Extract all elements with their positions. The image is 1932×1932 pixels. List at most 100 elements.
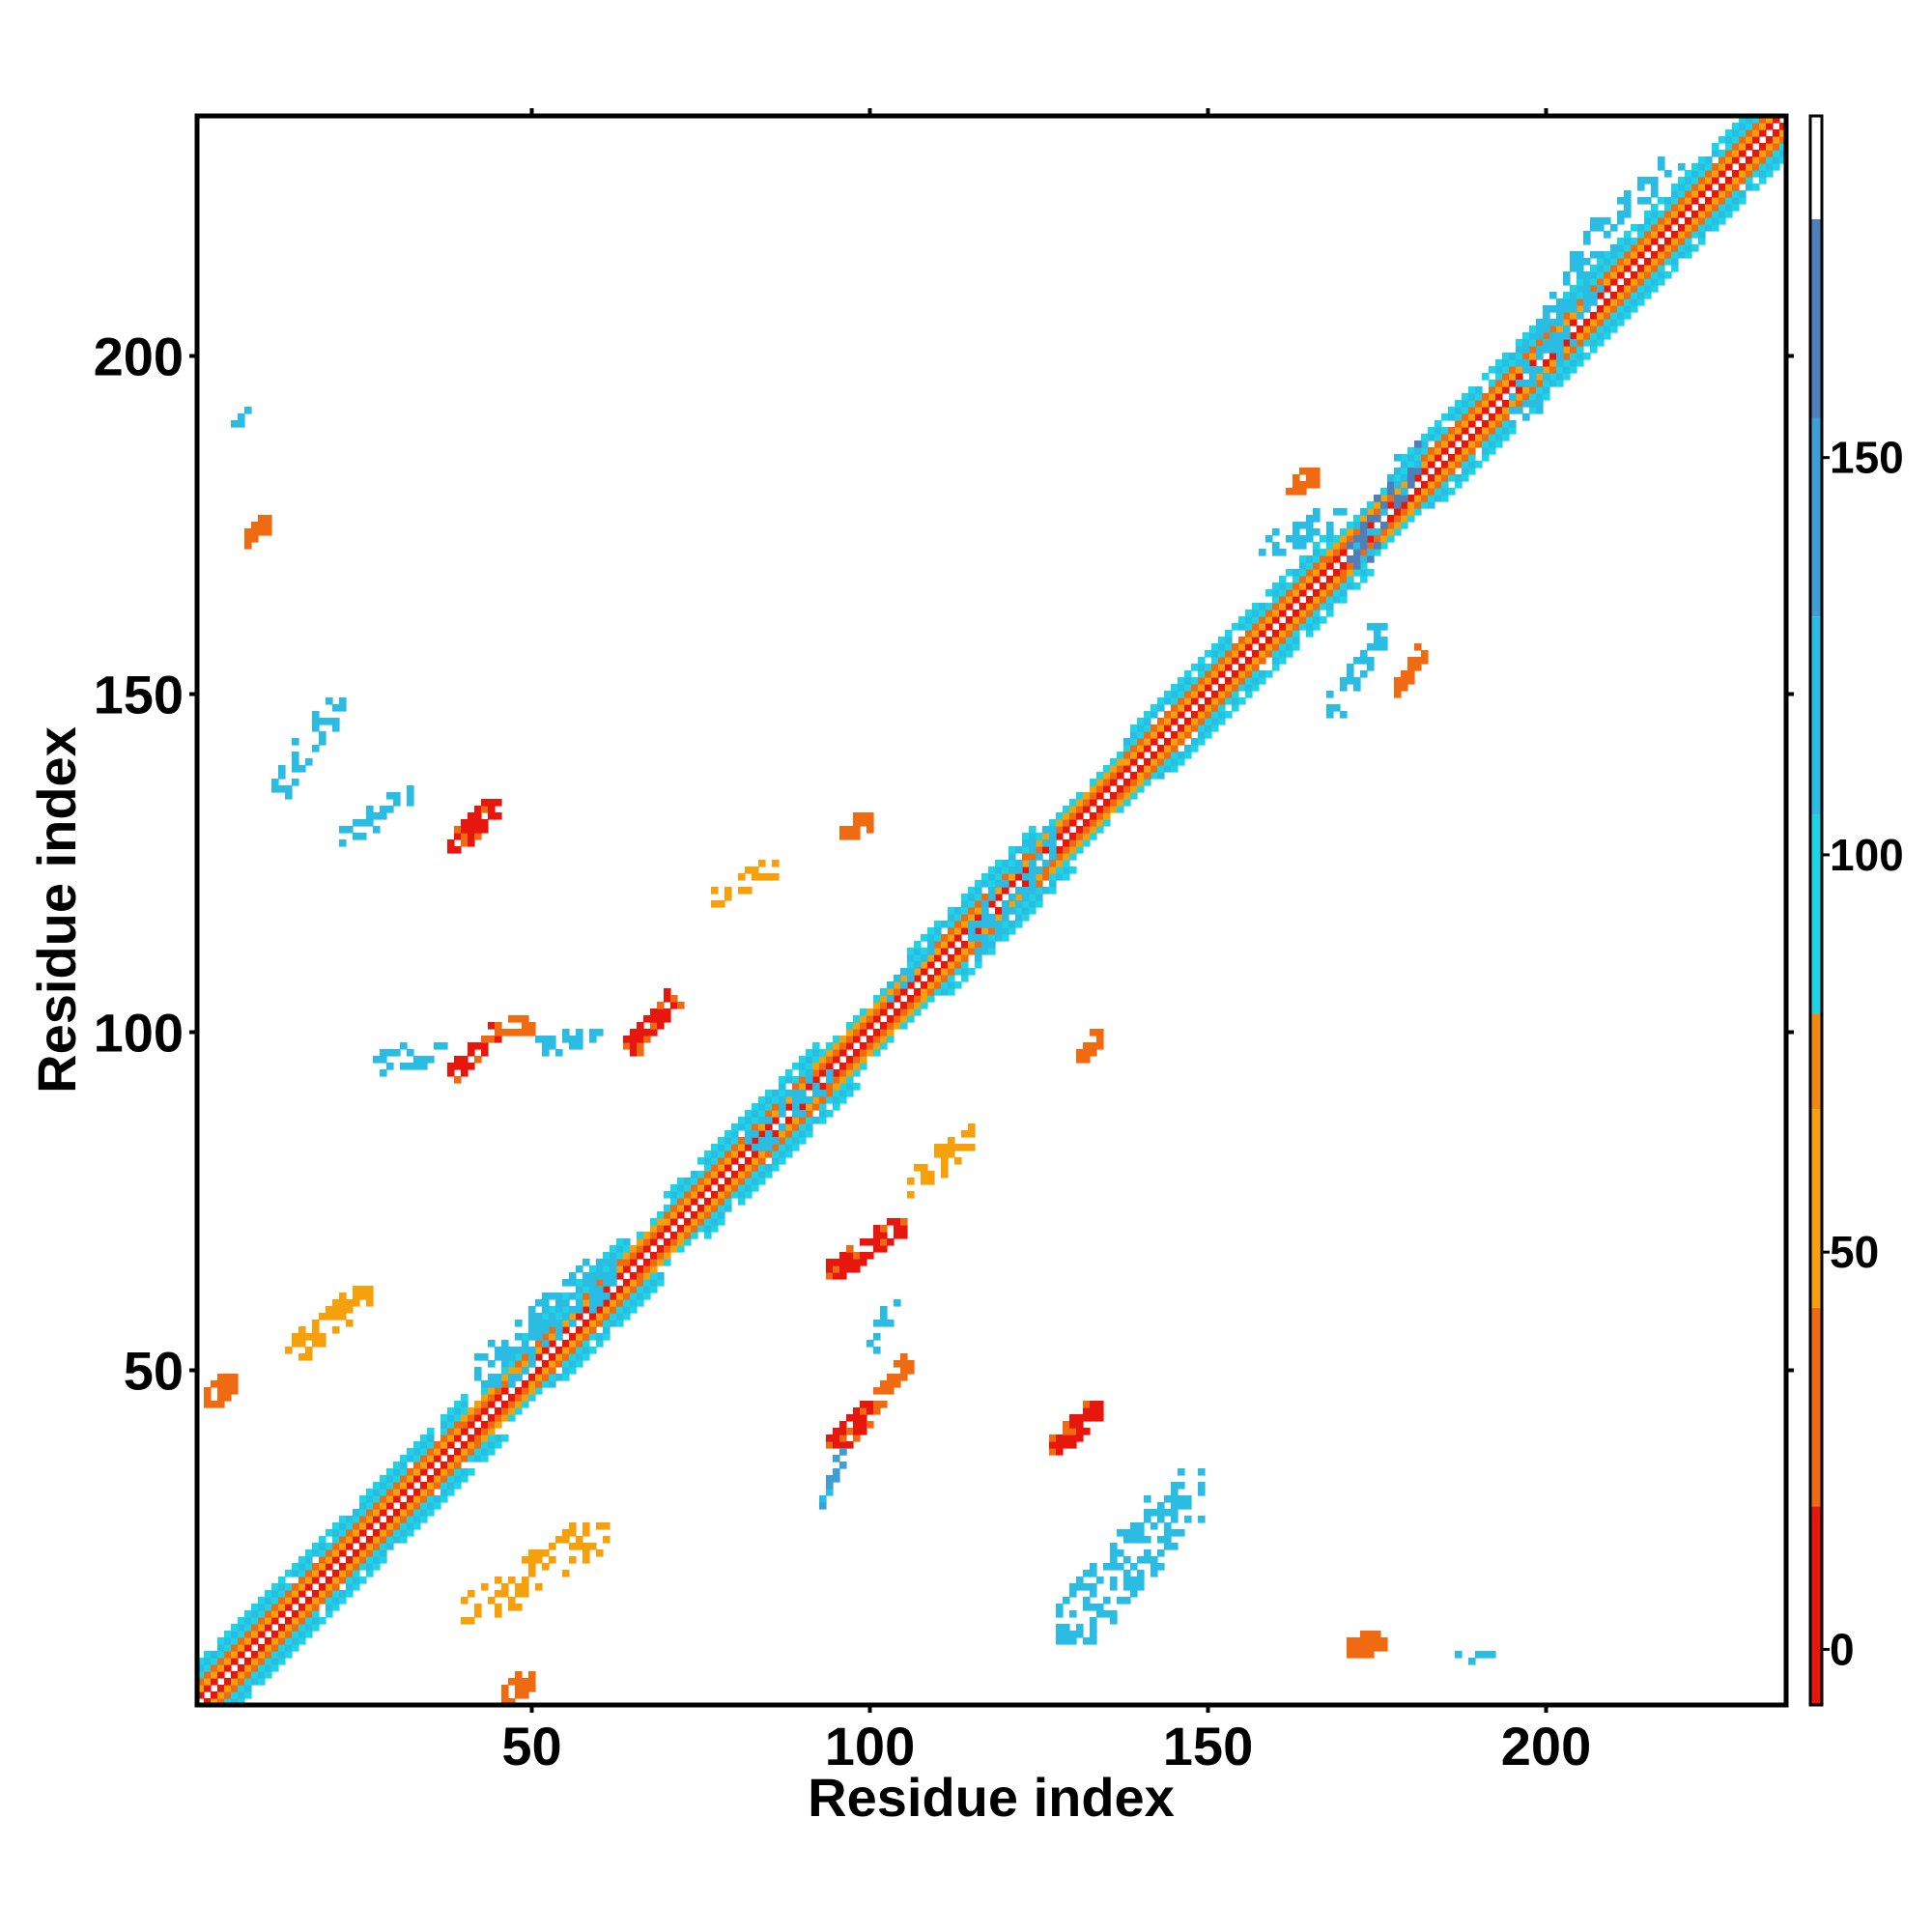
heatmap-cell — [1583, 353, 1591, 360]
heatmap-cell — [779, 1157, 786, 1165]
heatmap-cell — [1157, 745, 1165, 753]
heatmap-cell — [826, 1441, 834, 1449]
heatmap-cell — [1468, 468, 1476, 475]
heatmap-cell — [271, 1583, 279, 1591]
heatmap-cell — [1151, 1570, 1158, 1577]
heatmap-cell — [1076, 1577, 1084, 1584]
heatmap-cell — [1347, 535, 1354, 543]
heatmap-cell — [413, 1516, 421, 1523]
heatmap-cell — [1421, 481, 1429, 489]
heatmap-cell — [258, 1631, 266, 1638]
heatmap-cell — [1293, 637, 1300, 644]
heatmap-cell — [846, 1441, 854, 1449]
heatmap-cell — [1299, 522, 1307, 529]
heatmap-cell — [474, 1042, 482, 1050]
heatmap-cell — [1590, 217, 1598, 225]
heatmap-cell — [1326, 610, 1334, 617]
heatmap-cell — [1130, 1529, 1138, 1537]
heatmap-cell — [440, 1462, 448, 1469]
heatmap-cell — [657, 1225, 665, 1233]
heatmap-cell — [1123, 758, 1131, 766]
heatmap-cell — [1218, 637, 1226, 644]
heatmap-cell — [535, 1036, 543, 1043]
heatmap-cell — [1482, 420, 1490, 428]
heatmap-cell — [461, 1394, 469, 1402]
heatmap-cell — [961, 907, 969, 915]
heatmap-cell — [630, 1293, 638, 1300]
heatmap-cell — [447, 1414, 455, 1422]
heatmap-cell — [1205, 731, 1212, 739]
colorbar-band — [1810, 814, 1822, 1014]
heatmap-cell — [1123, 1583, 1131, 1591]
heatmap-cell — [948, 914, 955, 922]
heatmap-cell — [873, 1232, 881, 1239]
heatmap-cell — [1685, 217, 1692, 225]
heatmap-cell — [1272, 603, 1280, 611]
heatmap-cell — [1293, 582, 1300, 590]
heatmap-cell — [806, 1083, 813, 1091]
heatmap-cell — [481, 799, 489, 807]
heatmap-cell — [528, 1360, 536, 1368]
heatmap-cell — [826, 1272, 834, 1280]
heatmap-cell — [1198, 1516, 1206, 1523]
heatmap-cell — [549, 1306, 556, 1314]
heatmap-cell — [1049, 860, 1057, 867]
heatmap-cell — [1313, 508, 1321, 516]
heatmap-cell — [434, 1455, 441, 1463]
heatmap-cell — [204, 1658, 212, 1665]
heatmap-cell — [1644, 271, 1652, 279]
heatmap-cell — [400, 1536, 408, 1544]
heatmap-cell — [1691, 163, 1699, 171]
heatmap-cell — [1691, 231, 1699, 239]
heatmap-cell — [1752, 136, 1760, 144]
heatmap-cell — [204, 1651, 212, 1659]
heatmap-cell — [380, 1549, 387, 1557]
heatmap-cell — [1029, 833, 1037, 840]
heatmap-cell — [1739, 150, 1747, 157]
heatmap-cell — [1205, 670, 1212, 678]
heatmap-cell — [752, 1103, 759, 1111]
heatmap-cell — [1144, 738, 1151, 746]
heatmap-cell — [1536, 386, 1544, 394]
heatmap-cell — [1164, 718, 1172, 725]
heatmap-cell — [1475, 434, 1483, 441]
heatmap-cell — [961, 954, 969, 962]
heatmap-cell — [454, 1421, 462, 1429]
heatmap-cell — [1171, 745, 1179, 753]
heatmap-cell — [555, 1326, 563, 1334]
heatmap-cell — [981, 900, 989, 908]
heatmap-cell — [454, 846, 462, 854]
heatmap-cell — [1360, 670, 1368, 678]
heatmap-cell — [488, 1441, 496, 1449]
heatmap-cell — [1624, 238, 1632, 245]
heatmap-cell — [1333, 542, 1341, 550]
heatmap-cell — [657, 1218, 665, 1226]
heatmap-cell — [981, 921, 989, 928]
heatmap-cell — [1326, 549, 1334, 556]
heatmap-cell — [1293, 616, 1300, 624]
heatmap-cell — [285, 1583, 293, 1591]
heatmap-cell — [1374, 1637, 1381, 1645]
heatmap-cell — [407, 1482, 414, 1490]
heatmap-cell — [454, 826, 462, 834]
heatmap-cell — [515, 1394, 523, 1402]
heatmap-cell — [1151, 765, 1158, 773]
heatmap-cell — [1313, 623, 1321, 631]
heatmap-cell — [481, 1353, 489, 1361]
heatmap-cell — [1556, 319, 1564, 327]
heatmap-cell — [1658, 163, 1665, 171]
heatmap-cell — [711, 1164, 719, 1172]
heatmap-cell — [981, 907, 989, 915]
heatmap-cell — [1685, 190, 1692, 198]
heatmap-cell — [1624, 258, 1632, 266]
heatmap-cell — [1238, 664, 1246, 671]
heatmap-cell — [528, 1326, 536, 1334]
heatmap-cell — [339, 704, 347, 712]
heatmap-cell — [515, 1387, 523, 1395]
heatmap-cell — [616, 1245, 624, 1253]
heatmap-cell — [420, 1468, 428, 1476]
heatmap-cell — [961, 921, 969, 928]
heatmap-cell — [1414, 474, 1422, 482]
heatmap-cell — [1651, 224, 1659, 232]
heatmap-cell — [562, 1313, 570, 1321]
